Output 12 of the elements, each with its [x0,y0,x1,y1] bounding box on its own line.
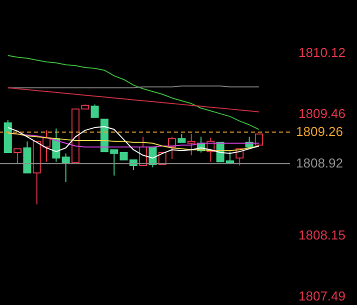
candlestick [90,104,99,118]
candlestick [187,134,196,156]
ref-line-label: 1809.26 [296,124,343,140]
line-series [7,87,260,112]
y-tick-label: 1808.15 [298,227,346,242]
line-series [7,54,260,130]
y-tick-label: 1807.49 [298,288,346,304]
y-tick-label: 1809.46 [298,106,346,122]
candlestick [14,148,22,164]
y-tick-label: 1810.12 [298,45,346,60]
candlestick [62,152,70,183]
ref-line-label: 1808.92 [296,156,343,171]
